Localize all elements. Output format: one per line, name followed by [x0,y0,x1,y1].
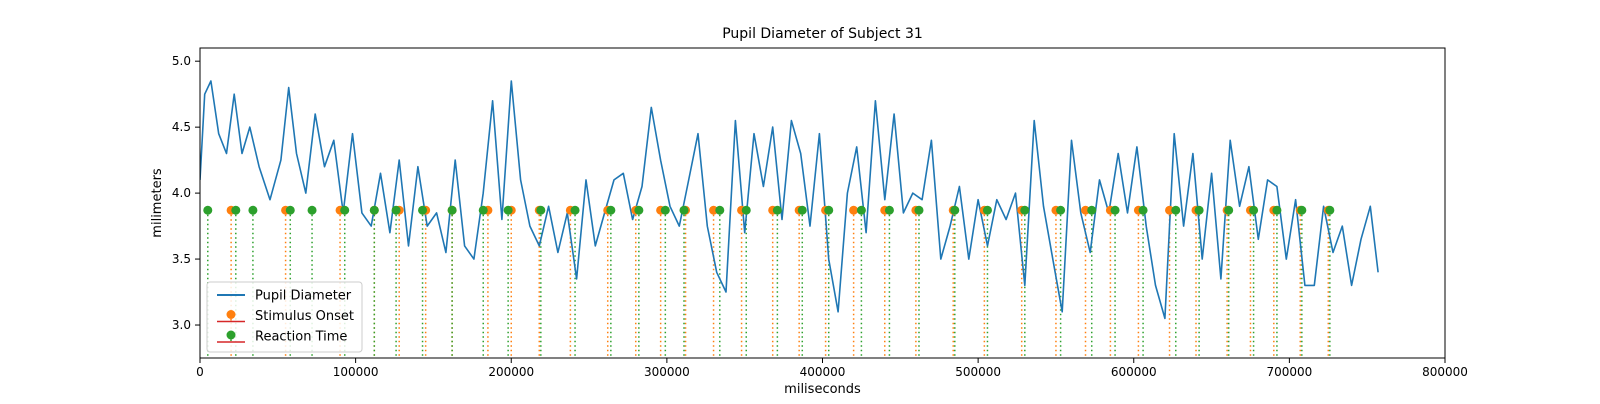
x-axis-label: miliseconds [784,382,861,397]
reaction-time-marker [285,205,295,215]
reaction-time-marker [1138,205,1148,215]
reaction-time-marker [447,205,457,215]
y-tick-label: 4.0 [172,186,191,200]
y-tick-label: 5.0 [172,54,191,68]
legend-label: Stimulus Onset [255,309,354,324]
reaction-time-marker [203,205,213,215]
stimulus-onset-marker [709,205,719,215]
reaction-time-marker [1020,205,1030,215]
legend-box [206,281,363,353]
reaction-time-marker [1272,205,1282,215]
reaction-time-marker [1297,205,1307,215]
reaction-time-marker [570,205,580,215]
stem-lines-layer [207,210,1331,358]
reaction-time-marker [715,205,725,215]
legend-marker-swatch [226,330,236,340]
reaction-time-marker [1110,205,1120,215]
reaction-time-marker [340,205,350,215]
x-tick-label: 400000 [800,365,846,379]
reaction-time-marker [914,205,924,215]
x-tick-label: 100000 [333,365,379,379]
reaction-time-marker [1087,205,1097,215]
reaction-time-marker [1325,205,1335,215]
reaction-time-marker [536,205,546,215]
y-tick-label: 4.5 [172,120,191,134]
x-axis: 0 100000 200000 300000 400000 500000 600000 700… [196,358,1468,379]
x-tick-label: 300000 [644,365,690,379]
reaction-time-marker [797,205,807,215]
reaction-time-marker [248,205,258,215]
x-tick-label: 700000 [1266,365,1312,379]
x-tick-label: 0 [196,365,204,379]
reaction-time-marker [307,205,317,215]
reaction-time-marker [824,205,834,215]
stimulus-onset-marker [1165,205,1175,215]
reaction-time-marker [418,205,428,215]
pupil-diameter-line [200,80,1379,320]
x-tick-label: 600000 [1111,365,1157,379]
y-axis-label: milimeters [150,168,165,238]
legend-label: Reaction Time [255,330,347,345]
reaction-time-marker [884,205,894,215]
reaction-time-marker [606,205,616,215]
stimulus-onset-marker [1081,205,1091,215]
reaction-time-marker [634,205,644,215]
stimulus-onset-marker [849,205,859,215]
reaction-time-marker [503,205,513,215]
reaction-time-marker [1249,205,1259,215]
reaction-time-marker [1056,205,1066,215]
y-tick-label: 3.0 [172,318,191,332]
chart-title: Pupil Diameter of Subject 31 [722,26,923,42]
reaction-time-marker [369,205,379,215]
reaction-time-marker [660,205,670,215]
reaction-time-marker [478,205,488,215]
x-tick-label: 800000 [1422,365,1468,379]
reaction-time-marker [391,205,401,215]
y-tick-label: 3.5 [172,252,191,266]
x-tick-label: 500000 [955,365,1001,379]
reaction-time-marker [679,205,689,215]
legend: Pupil Diameter Stimulus Onset Reaction Tim… [206,281,363,353]
reaction-time-marker [1224,205,1234,215]
reaction-time-marker [1171,205,1181,215]
y-axis: 3.0 3.5 4.0 4.5 5.0 [172,54,200,332]
reaction-time-marker [1194,205,1204,215]
reaction-time-marker [950,205,960,215]
reaction-time-marker [856,205,866,215]
legend-label: Pupil Diameter [255,289,352,304]
reaction-time-marker [741,205,751,215]
plot-frame [199,47,1446,359]
reaction-time-marker [231,205,241,215]
legend-marker-swatch [226,310,236,319]
pupil-line-layer [200,80,1379,320]
reaction-time-marker [772,205,782,215]
marker-layer [203,205,1335,215]
x-tick-label: 200000 [488,365,534,379]
reaction-time-marker [982,205,992,215]
